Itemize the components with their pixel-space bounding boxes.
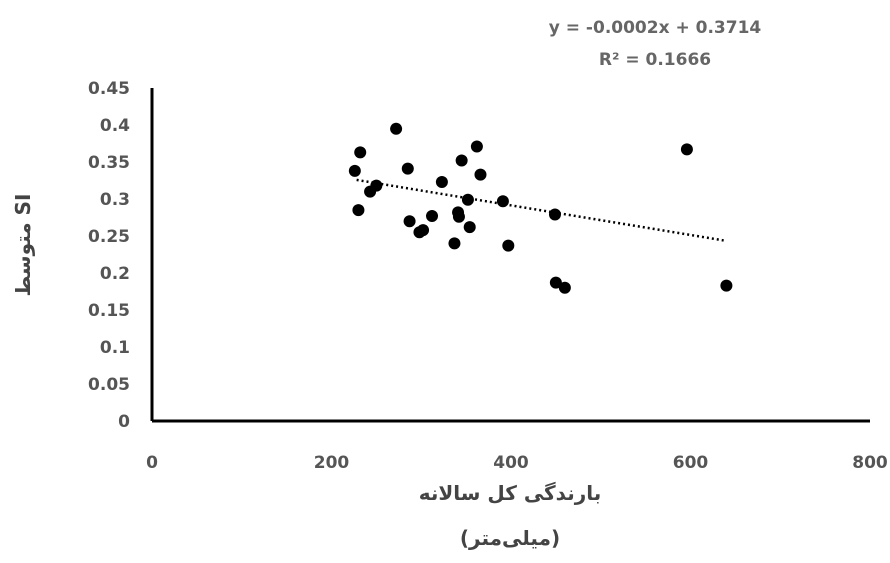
trendline [356, 178, 727, 243]
data-point [448, 237, 461, 250]
data-point [370, 179, 383, 192]
y-tick-label: 0.1 [100, 338, 130, 358]
y-tick-label: 0.05 [88, 375, 130, 395]
y-tick-labels: 0 0.05 0.1 0.15 0.2 0.25 0.3 0.35 0.4 0.45 [88, 79, 130, 432]
y-tick-label: 0.3 [100, 190, 130, 210]
x-tick-label: 400 [493, 453, 529, 473]
data-point [680, 143, 693, 156]
data-point [720, 279, 733, 292]
data-points [348, 122, 733, 294]
x-axis-title-line1: بارندگی کل سالانه [419, 481, 602, 505]
x-tick-labels: 0 200 400 600 800 [146, 453, 888, 473]
y-tick-label: 0 [118, 412, 130, 432]
data-point [496, 195, 509, 208]
data-point [502, 239, 515, 252]
data-point [548, 208, 561, 221]
y-tick-label: 0.2 [100, 264, 130, 284]
data-point [352, 204, 365, 217]
y-tick-label: 0.25 [88, 227, 130, 247]
r-squared-label: R² = 0.1666 [599, 50, 711, 70]
data-point [354, 146, 367, 159]
data-point [461, 193, 474, 206]
data-point [470, 140, 483, 153]
x-axis-title-line2: (میلی‌متر) [460, 526, 560, 550]
data-point [549, 276, 562, 289]
x-tick-label: 200 [314, 453, 350, 473]
y-tick-label: 0.45 [88, 79, 130, 99]
data-point [403, 215, 416, 228]
y-tick-label: 0.35 [88, 153, 130, 173]
y-tick-label: 0.4 [100, 116, 130, 136]
data-point [435, 175, 448, 188]
data-point [390, 122, 403, 135]
data-point [558, 281, 571, 294]
data-point [474, 168, 487, 181]
data-point [348, 164, 361, 177]
data-point [452, 210, 465, 223]
data-point [401, 162, 414, 175]
data-point [463, 221, 476, 234]
x-tick-label: 600 [673, 453, 709, 473]
y-axis-title: متوسط SI [11, 194, 35, 297]
data-point [417, 224, 430, 237]
data-point [455, 154, 468, 167]
y-tick-label: 0.15 [88, 301, 130, 321]
x-tick-label: 800 [852, 453, 888, 473]
trend-equation-label: y = -0.0002x + 0.3714 [549, 18, 762, 38]
x-tick-label: 0 [146, 453, 158, 473]
data-point [426, 210, 439, 223]
